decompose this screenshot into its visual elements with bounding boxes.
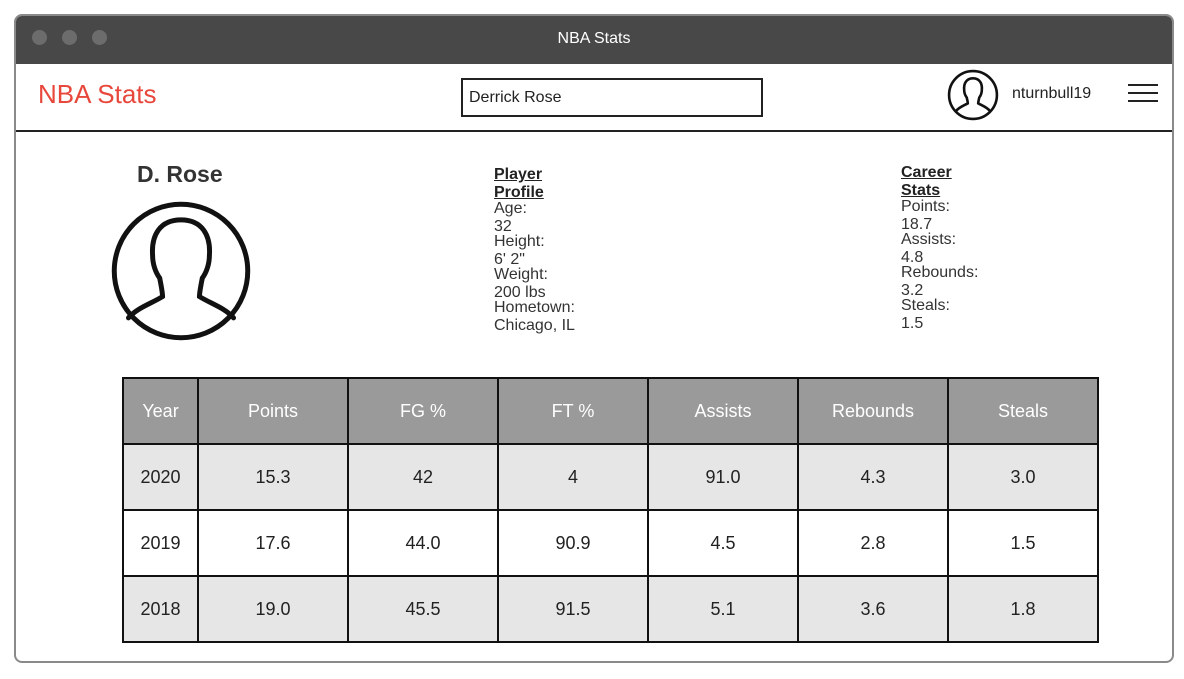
column-header-fg-pct[interactable]: FG %	[347, 377, 499, 445]
column-header-year[interactable]: Year	[122, 377, 199, 445]
table-cell-points: 15.3	[197, 443, 349, 511]
window-maximize-dot[interactable]	[92, 30, 107, 45]
table-cell-assists: 4.5	[647, 509, 799, 577]
player-profile-heading: Player Profile	[494, 166, 544, 201]
username-label[interactable]: nturnbull19	[1012, 85, 1092, 102]
column-header-points[interactable]: Points	[197, 377, 349, 445]
browser-window: NBA Stats NBA Stats nturnbull19 D. Rose …	[14, 14, 1174, 663]
profile-height: Height: 6' 2"	[494, 233, 545, 268]
table-row: 2019 17.6 44.0 90.9 4.5 2.8 1.5	[122, 509, 1099, 577]
table-cell-rebounds: 2.8	[797, 509, 949, 577]
column-header-ft-pct[interactable]: FT %	[497, 377, 649, 445]
table-cell-steals: 1.8	[947, 575, 1099, 643]
table-cell-fg-pct: 42	[347, 443, 499, 511]
table-cell-points: 17.6	[197, 509, 349, 577]
hamburger-line	[1128, 84, 1158, 86]
hamburger-line	[1128, 92, 1158, 94]
column-header-steals[interactable]: Steals	[947, 377, 1099, 445]
hamburger-line	[1128, 100, 1158, 102]
table-cell-steals: 3.0	[947, 443, 1099, 511]
window-title: NBA Stats	[557, 30, 631, 47]
table-cell-year: 2020	[122, 443, 199, 511]
career-assists: Assists: 4.8	[901, 231, 957, 266]
table-cell-points: 19.0	[197, 575, 349, 643]
table-cell-rebounds: 3.6	[797, 575, 949, 643]
table-cell-ft-pct: 91.5	[497, 575, 649, 643]
player-name: D. Rose	[137, 161, 223, 187]
table-cell-assists: 91.0	[647, 443, 799, 511]
brand-logo-text[interactable]: NBA Stats	[38, 79, 157, 109]
career-rebounds: Rebounds: 3.2	[901, 264, 979, 299]
season-stats-table: Year Points FG % FT % Assists Rebounds S…	[122, 377, 1099, 643]
table-cell-ft-pct: 4	[497, 443, 649, 511]
user-avatar-icon[interactable]	[947, 69, 999, 121]
career-steals: Steals: 1.5	[901, 297, 950, 332]
profile-hometown: Hometown: Chicago, IL	[494, 299, 575, 334]
table-header-row: Year Points FG % FT % Assists Rebounds S…	[122, 377, 1099, 445]
column-header-assists[interactable]: Assists	[647, 377, 799, 445]
profile-age: Age: 32	[494, 200, 527, 235]
player-search-input[interactable]	[461, 78, 763, 117]
table-cell-fg-pct: 45.5	[347, 575, 499, 643]
career-stats-heading: Career Stats	[901, 164, 952, 199]
window-minimize-dot[interactable]	[62, 30, 77, 45]
table-cell-assists: 5.1	[647, 575, 799, 643]
hamburger-icon[interactable]	[1128, 84, 1158, 104]
table-cell-fg-pct: 44.0	[347, 509, 499, 577]
profile-weight: Weight: 200 lbs	[494, 266, 548, 301]
table-cell-year: 2018	[122, 575, 199, 643]
column-header-rebounds[interactable]: Rebounds	[797, 377, 949, 445]
career-points: Points: 18.7	[901, 198, 950, 233]
table-row: 2018 19.0 45.5 91.5 5.1 3.6 1.8	[122, 575, 1099, 643]
table-row: 2020 15.3 42 4 91.0 4.3 3.0	[122, 443, 1099, 511]
title-bar: NBA Stats	[16, 16, 1172, 64]
window-close-dot[interactable]	[32, 30, 47, 45]
table-cell-rebounds: 4.3	[797, 443, 949, 511]
table-cell-year: 2019	[122, 509, 199, 577]
table-cell-steals: 1.5	[947, 509, 1099, 577]
app-header: NBA Stats nturnbull19	[16, 64, 1172, 132]
table-cell-ft-pct: 90.9	[497, 509, 649, 577]
player-avatar-icon	[111, 201, 251, 341]
